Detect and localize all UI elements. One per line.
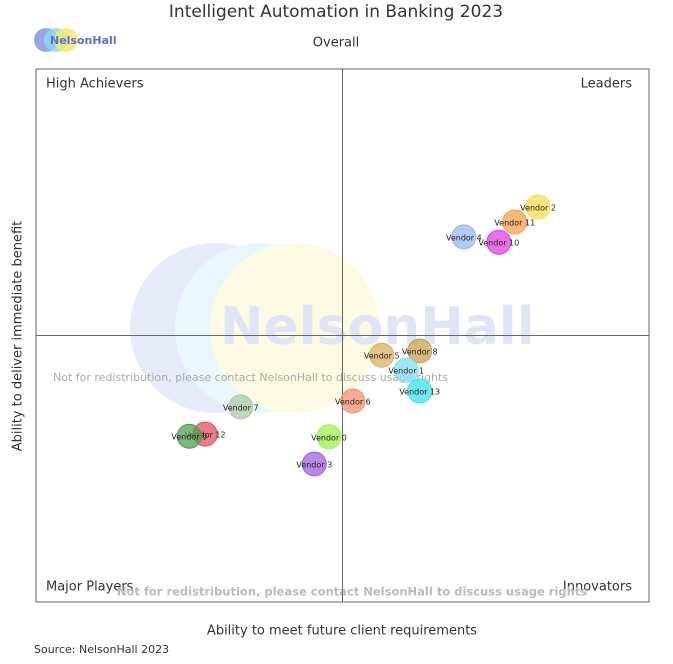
quadrant-label: Major Players — [46, 580, 134, 595]
vendor-label: Vendor 4 — [446, 233, 482, 242]
vendor-bubble — [369, 342, 395, 368]
quadrant-label: Innovators — [563, 580, 632, 595]
vendor-bubble — [301, 451, 327, 477]
vendor-label: Vendor 11 — [494, 218, 535, 227]
vendor-label: Vendor 7 — [223, 403, 259, 412]
logo: NelsonHall — [34, 28, 117, 52]
x-axis-label: Ability to meet future client requiremen… — [207, 624, 477, 639]
vendor-label: Vendor 5 — [364, 352, 400, 361]
vendor-label: Vendor 8 — [402, 347, 438, 356]
quadrant-label: High Achievers — [46, 77, 144, 92]
quadrant-label: Leaders — [581, 77, 633, 92]
vendor-label: Vendor 1 — [388, 367, 424, 376]
vendor-label: Vendor 10 — [478, 239, 519, 248]
y-axis-label: Ability to deliver immediate benefit — [11, 221, 26, 452]
watermark-text: Not for redistribution, please contact N… — [53, 371, 448, 384]
vendor-label: Vendor 9 — [171, 433, 207, 442]
logo-text: NelsonHall — [50, 34, 117, 47]
vendor-label: Vendor 12 — [185, 431, 226, 440]
vendor-bubble — [502, 209, 528, 235]
watermark-text: Not for redistribution, please contact N… — [117, 585, 587, 599]
watermark-logo: NelsonHall — [130, 243, 535, 413]
vendor-bubble — [407, 338, 433, 364]
vendor-label: Vendor 2 — [520, 204, 556, 213]
vendor-bubble — [340, 388, 366, 414]
source: Source: NelsonHall 2023 — [34, 643, 169, 656]
vendor-bubble — [525, 194, 551, 220]
vendor-bubble — [316, 424, 342, 450]
vendor-bubble — [486, 229, 512, 255]
vendor-label: Vendor 3 — [296, 460, 332, 469]
vendor-bubble — [451, 224, 477, 250]
vendor-bubble — [393, 357, 419, 383]
vendor-label: Vendor 13 — [399, 387, 440, 396]
vendor-bubble — [176, 423, 202, 449]
chart-subtitle: Overall — [313, 36, 359, 51]
vendor-bubble — [228, 394, 254, 420]
vendor-bubble — [407, 378, 433, 404]
vendor-label: Vendor 6 — [335, 398, 371, 407]
chart-title: Intelligent Automation in Banking 2023 — [169, 2, 503, 22]
vendor-label: Vendor 0 — [311, 433, 347, 442]
